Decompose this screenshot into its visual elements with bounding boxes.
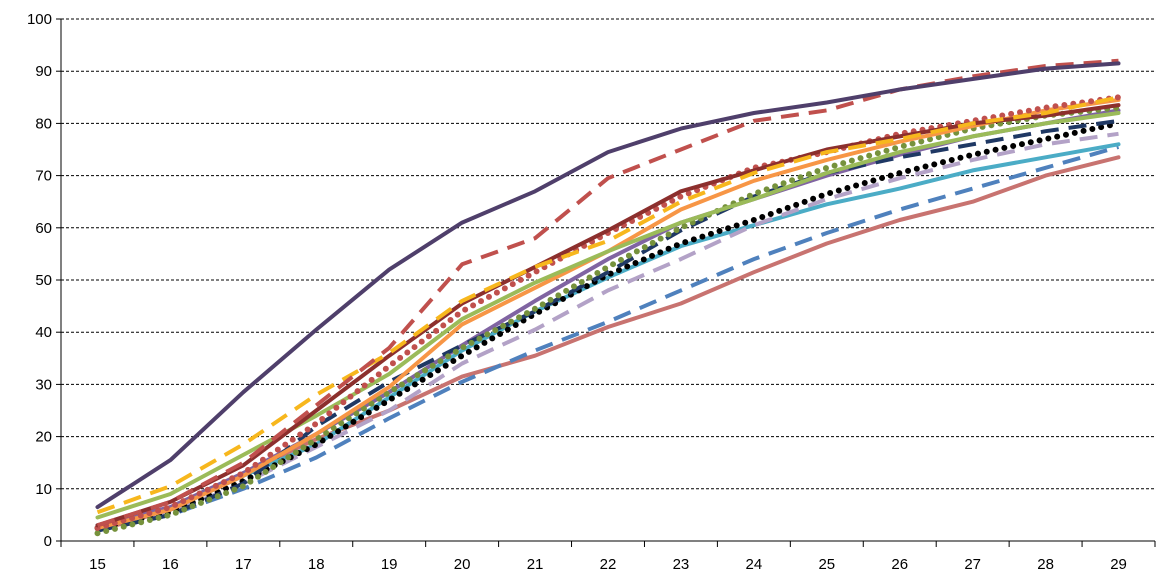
y-axis-tick-labels: 0 10 20 30 40 50 60 70 80 90 100 xyxy=(27,11,52,550)
x-tick-label: 25 xyxy=(818,556,835,573)
series-line xyxy=(98,105,1119,525)
x-tick-label: 15 xyxy=(89,556,106,573)
x-tick-label: 17 xyxy=(235,556,252,573)
series-line xyxy=(98,97,1119,528)
x-tick-label: 20 xyxy=(454,556,471,573)
x-tick-label: 26 xyxy=(891,556,908,573)
x-tick-label: 19 xyxy=(381,556,398,573)
x-tick-label: 24 xyxy=(746,556,763,573)
y-tick-label: 10 xyxy=(35,481,52,498)
x-tick-label: 16 xyxy=(162,556,179,573)
x-tick-label: 21 xyxy=(527,556,544,573)
y-tick-label: 60 xyxy=(35,220,52,237)
y-tick-label: 100 xyxy=(27,11,52,28)
series-line xyxy=(98,100,1119,528)
x-tick-label: 22 xyxy=(600,556,617,573)
y-tick-label: 70 xyxy=(35,168,52,185)
y-tick-label: 90 xyxy=(35,63,52,80)
x-tick-label: 28 xyxy=(1037,556,1054,573)
gridlines xyxy=(61,19,1155,489)
y-tick-label: 30 xyxy=(35,376,52,393)
y-tick-label: 50 xyxy=(35,272,52,289)
x-tick-label: 27 xyxy=(964,556,981,573)
x-axis-tick-labels: 15 16 17 18 19 20 21 22 23 24 25 26 27 28 29 xyxy=(89,556,1127,573)
y-tick-label: 20 xyxy=(35,429,52,446)
series-lines xyxy=(98,61,1119,533)
y-tick-label: 80 xyxy=(35,115,52,132)
y-tick-label: 40 xyxy=(35,324,52,341)
y-tick-label: 0 xyxy=(44,533,52,550)
x-tick-label: 29 xyxy=(1110,556,1127,573)
x-tick-label: 23 xyxy=(673,556,690,573)
x-tick-label: 18 xyxy=(308,556,325,573)
